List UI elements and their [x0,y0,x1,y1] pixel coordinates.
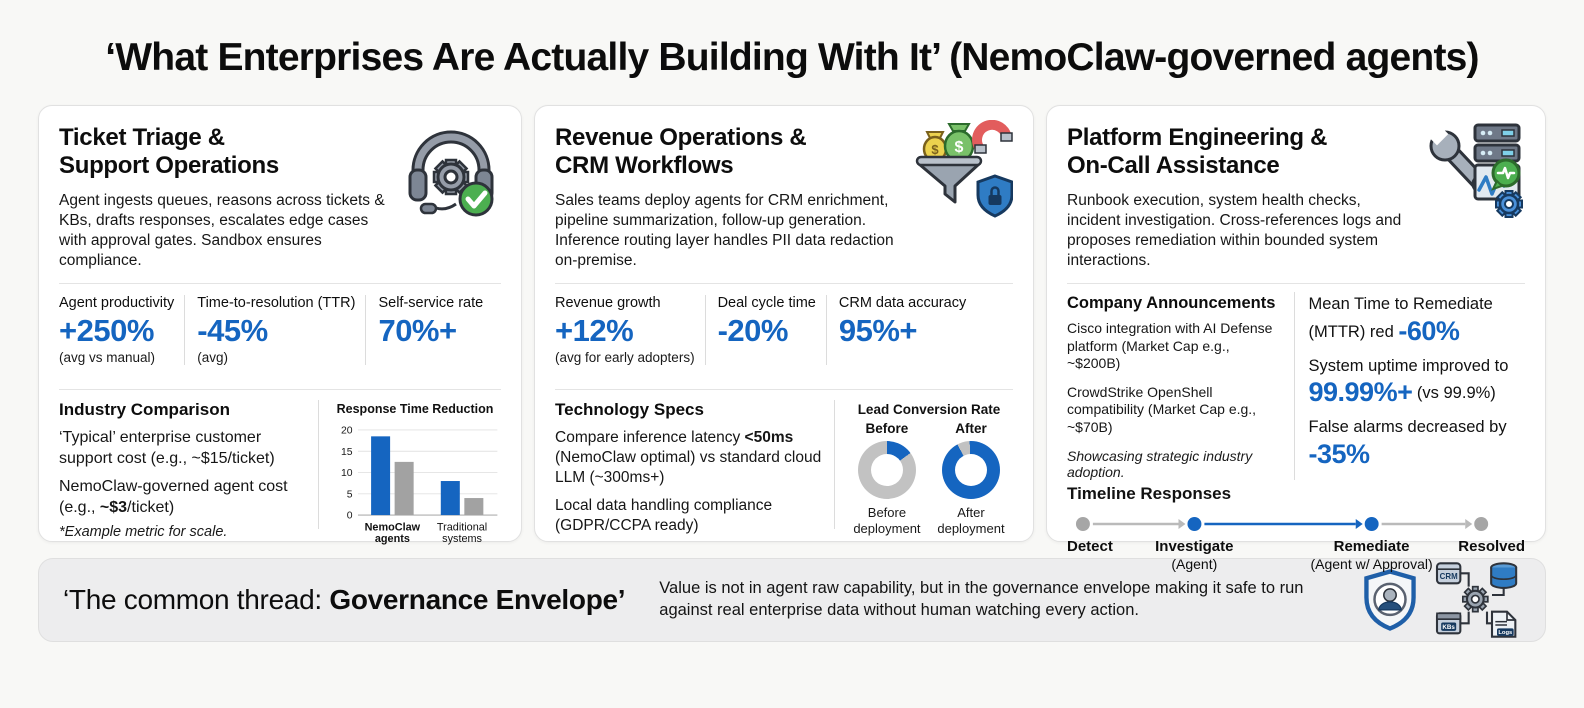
svg-text:10: 10 [341,468,353,479]
card-title-ticket-triage: Ticket Triage & Support Operations [59,124,279,180]
card-header: Platform Engineering & On-Call Assistance… [1067,122,1525,271]
svg-text:20: 20 [341,426,353,437]
divider [59,389,501,391]
svg-text:5: 5 [347,490,353,501]
donut-chart-after [941,441,1000,500]
response-time-chart: Response Time Reduction 0 5 10 15 20 NemoClaw… [318,400,501,545]
typical-cost-text: ‘Typical’ enterprise customer support co… [59,429,275,467]
svg-text:systems: systems [442,533,482,545]
donut-before: Before Before deployment [853,421,921,536]
donut-chart-title: Lead Conversion Rate [857,402,1001,418]
stat-revenue-growth: Revenue growth +12% (avg for early adopt… [555,295,695,366]
bar-chart-title: Response Time Reduction [336,402,494,417]
card-description: Runbook execution, system health checks,… [1067,191,1402,270]
timeline-step-detect: Detect [1067,538,1113,556]
shield-user-icon [1359,569,1421,631]
svg-text:NemoClaw: NemoClaw [365,522,421,534]
footer-banner: ‘The common thread: Governance Envelope’… [38,558,1546,642]
latency-text: Compare inference latency <50ms (NemoCla… [555,429,822,486]
svg-text:agents: agents [375,533,410,545]
cisco-announcement: Cisco integration with AI Defense platfo… [1067,320,1273,372]
announcements-metrics-section: Company Announcements Cisco integration … [1067,292,1525,481]
stats-row: Agent productivity +250% (avg vs manual)… [59,284,501,377]
company-announcements-heading: Company Announcements [1067,294,1276,313]
crm-label: CRM [1440,572,1458,581]
stat-ttr: Time-to-resolution (TTR) -45% (avg) [184,295,365,366]
stat-crm-accuracy: CRM data accuracy 95%+ [825,295,1013,366]
metric-false-alarms: False alarms decreased by -35% [1308,417,1507,469]
footer-title: ‘The common thread: Governance Envelope’ [63,584,626,615]
cards-row: Ticket Triage & Support Operations Agent … [38,105,1546,572]
donut-after: After After deployment [937,421,1005,536]
funnel-money-magnet-shield-icon: $ $ [913,119,1014,220]
technology-specs-heading: Technology Specs [555,400,704,420]
divider [555,389,1013,391]
example-metric-footnote: *Example metric for scale. [59,524,228,541]
timeline-heading: Timeline Responses [1067,484,1232,504]
card-ticket-triage: Ticket Triage & Support Operations Agent … [38,105,522,545]
adoption-footnote: Showcasing strategic industry adoption. [1067,448,1253,481]
timeline-section: Timeline Responses Detect Investigate (Ag… [1067,480,1525,582]
card-header: Revenue Operations & CRM Workflows Sales … [555,119,1014,271]
technology-specs-section: Technology Specs Compare inference laten… [555,390,1013,536]
stat-self-service: Self-service rate 70%+ [365,295,501,366]
headset-gear-check-icon [401,120,501,220]
timeline-chart [1075,517,1489,532]
logs-label: Logs [1498,630,1512,636]
page-title: ‘What Enterprises Are Actually Building … [105,36,1479,79]
card-title-platform-engineering: Platform Engineering & On-Call Assistance [1067,124,1328,180]
svg-text:$: $ [931,142,939,157]
metric-uptime: System uptime improved to 99.99%+ (vs 99… [1308,356,1509,408]
card-header: Ticket Triage & Support Operations Agent … [59,122,501,271]
divider [59,283,501,285]
timeline-step-investigate: Investigate (Agent) [1155,538,1234,573]
industry-comparison-section: Industry Comparison ‘Typical’ enterprise… [59,390,501,545]
lead-conversion-charts: Lead Conversion Rate Before Before deplo… [833,400,1013,536]
wrench-server-monitor-icon [1425,120,1525,220]
svg-text:15: 15 [341,447,353,458]
timeline-step-resolved: Resolved [1458,538,1525,556]
divider [555,283,1013,285]
card-platform-engineering: Platform Engineering & On-Call Assistance… [1046,105,1546,572]
card-description: Agent ingests queues, reasons across tic… [59,191,385,270]
kbs-label: KBs [1442,624,1455,631]
card-revenue-operations: Revenue Operations & CRM Workflows Sales … [534,105,1034,542]
timeline-step-remediate: Remediate (Agent w/ Approval) [1310,538,1433,573]
donut-chart-before [857,441,916,500]
svg-text:0: 0 [347,511,353,522]
divider [1067,283,1525,285]
card-title-revenue-operations: Revenue Operations & CRM Workflows [555,124,807,180]
svg-text:Traditional: Traditional [437,522,487,534]
svg-text:$: $ [955,139,964,156]
governance-diagram-icon: CRM KBs Logs [1433,560,1521,640]
industry-comparison-heading: Industry Comparison [59,400,230,420]
metric-mttr: Mean Time to Remediate (MTTR) red -60% [1308,295,1493,346]
stat-agent-productivity: Agent productivity +250% (avg vs manual) [59,295,175,366]
card-description: Sales teams deploy agents for CRM enrich… [555,191,894,270]
compliance-text: Local data handling compliance (GDPR/CCP… [555,496,773,534]
stats-row: Revenue growth +12% (avg for early adopt… [555,284,1013,377]
footer-body-text: Value is not in agent raw capability, bu… [659,579,1304,619]
nemoclaw-cost-text: NemoClaw-governed agent cost (e.g., ~$3/… [59,478,288,516]
crowdstrike-announcement: CrowdStrike OpenShell compatibility (Mar… [1067,383,1257,435]
stat-deal-cycle: Deal cycle time -20% [704,295,826,366]
